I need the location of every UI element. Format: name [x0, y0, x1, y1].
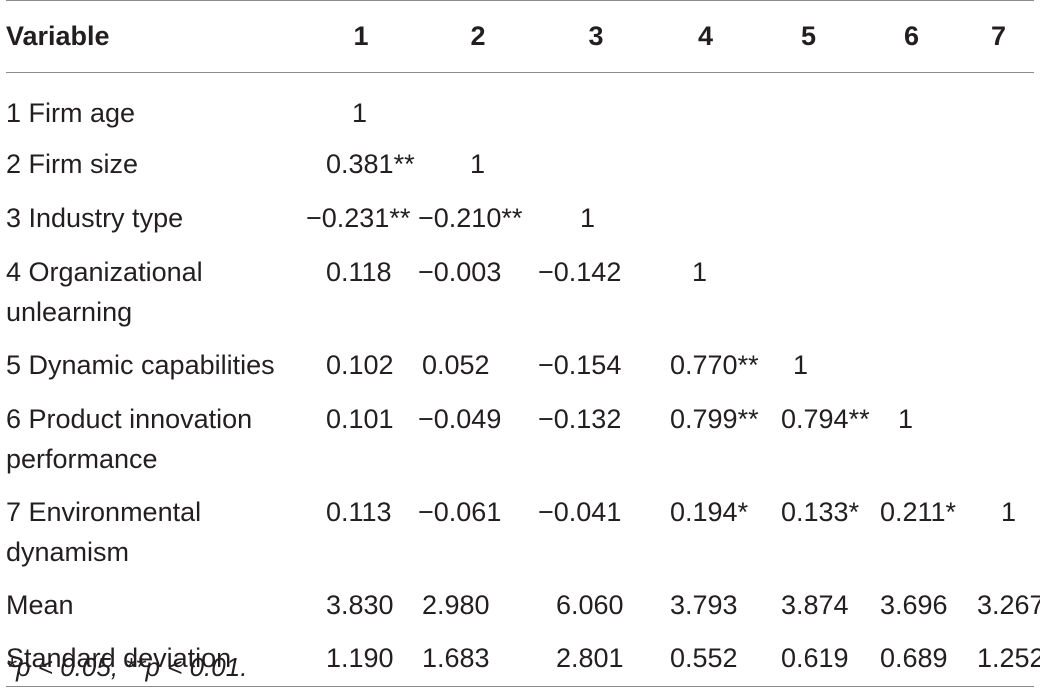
- header-col-1: 1: [353, 21, 369, 51]
- table-cell: 0.619: [781, 643, 849, 673]
- table-cell: 3.874: [781, 590, 849, 620]
- table-cell: −0.132: [538, 404, 622, 434]
- table-cell: [860, 191, 963, 245]
- table-cell: [757, 245, 860, 338]
- table-cell: 0.381**: [326, 149, 415, 179]
- table-cell: 1: [580, 203, 596, 233]
- table-cell: [860, 338, 963, 392]
- correlation-table-container: Variable 1 2 3 4 5 6 7 1 Firm age 1 2 Firm…: [6, 0, 1040, 687]
- table-row: Mean 3.830 2.980 6.060 3.793 3.874 3.696 3.267: [6, 578, 1040, 632]
- row-label: 5 Dynamic capabilities: [6, 350, 275, 380]
- row-label: Standard deviation: [6, 643, 232, 673]
- table-cell: [963, 73, 1034, 138]
- table-cell: 3.830: [326, 590, 394, 620]
- table-cell: [860, 137, 963, 191]
- table-cell: [654, 137, 757, 191]
- header-col-5: 5: [800, 21, 817, 51]
- table-cell: [860, 245, 963, 338]
- correlation-table: Variable 1 2 3 4 5 6 7 1 Firm age 1 2 Firm…: [6, 0, 1040, 687]
- table-cell: [654, 191, 757, 245]
- table-cell: 2.801: [556, 643, 624, 673]
- row-label: 1 Firm age: [6, 98, 136, 128]
- table-cell: 0.118: [326, 257, 392, 287]
- table-body: 1 Firm age 1 2 Firm size 0.381** 1 3 Industry…: [6, 73, 1040, 687]
- table-cell: 2.980: [422, 590, 490, 620]
- table-cell: 0.770**: [670, 350, 759, 380]
- table-row: 6 Product innovation performance 0.101 −0.…: [6, 392, 1034, 485]
- table-cell: [538, 73, 654, 138]
- table-cell: 0.133*: [781, 497, 860, 527]
- table-cell: 1.252: [977, 643, 1040, 673]
- table-cell: 3.793: [670, 590, 738, 620]
- table-cell: −0.210**: [418, 203, 523, 233]
- table-cell: [538, 137, 654, 191]
- table-cell: −0.041: [538, 497, 622, 527]
- table-cell: −0.049: [418, 404, 502, 434]
- table-cell: [757, 191, 860, 245]
- table-cell: 0.101: [326, 404, 394, 434]
- table-cell: 1: [898, 404, 914, 434]
- table-cell: −0.231**: [306, 203, 411, 233]
- table-cell: −0.061: [418, 497, 502, 527]
- table-cell: 3.267: [977, 590, 1040, 620]
- table-cell: [963, 137, 1034, 191]
- table-cell: [963, 245, 1034, 338]
- table-cell: −0.003: [418, 257, 502, 287]
- row-label: 2 Firm size: [6, 149, 139, 179]
- table-cell: 0.102: [326, 350, 394, 380]
- table-cell: 0.211*: [880, 497, 957, 527]
- header-col-6: 6: [903, 21, 920, 51]
- table-cell: −0.154: [538, 350, 622, 380]
- table-cell: −0.142: [538, 257, 622, 287]
- table-cell: 0.799**: [670, 404, 759, 434]
- table-cell: 0.552: [670, 643, 738, 673]
- table-row: 2 Firm size 0.381** 1: [6, 137, 1034, 191]
- header-col-3: 3: [588, 21, 604, 51]
- table-cell: 0.794**: [781, 404, 870, 434]
- row-label: 7 Environmental dynamism: [6, 497, 202, 567]
- table-cell: 1: [470, 149, 486, 179]
- table-footnote: *p < 0.05, **p < 0.01.: [6, 652, 248, 682]
- table-cell: [418, 73, 538, 138]
- table-row: 4 Organizational unlearning 0.118 −0.003 −0…: [6, 245, 1034, 338]
- header-col-2: 2: [470, 21, 486, 51]
- table-cell: 0.113: [326, 497, 392, 527]
- table-cell: [963, 392, 1034, 485]
- row-label: 3 Industry type: [6, 203, 184, 233]
- table-cell: [654, 73, 757, 138]
- table-cell: 1.190: [326, 643, 394, 673]
- table-cell: 0.052: [422, 350, 490, 380]
- table-row: 5 Dynamic capabilities 0.102 0.052 −0.154 0.…: [6, 338, 1034, 392]
- table-cell: 0.194*: [670, 497, 749, 527]
- table-cell: [860, 73, 963, 138]
- table-row: 3 Industry type −0.231** −0.210** 1: [6, 191, 1034, 245]
- table-cell: 0.689: [880, 643, 948, 673]
- table-cell: 1: [692, 257, 708, 287]
- row-label: 6 Product innovation performance: [6, 404, 253, 474]
- row-label: 4 Organizational unlearning: [6, 257, 203, 327]
- table-cell: 1: [1001, 497, 1017, 527]
- table-cell: 6.060: [556, 590, 624, 620]
- header-col-4: 4: [697, 21, 714, 51]
- table-cell: 1: [793, 350, 809, 380]
- row-label: Mean: [6, 590, 74, 620]
- table-cell: 1.683: [422, 643, 490, 673]
- table-row: 7 Environmental dynamism 0.113 −0.061 −0.04…: [6, 485, 1034, 578]
- header-variable: Variable: [6, 21, 110, 51]
- table-cell: [757, 73, 860, 138]
- table-row: 1 Firm age 1: [6, 73, 1034, 138]
- table-cell: [757, 137, 860, 191]
- table-cell: [963, 191, 1034, 245]
- table-cell: 3.696: [880, 590, 948, 620]
- table-cell: [963, 338, 1034, 392]
- table-row: Standard deviation 1.190 1.683 2.801 0.552 0.…: [6, 632, 1040, 687]
- header-col-7: 7: [990, 21, 1007, 51]
- header-row: Variable 1 2 3 4 5 6 7: [6, 0, 1034, 73]
- table-cell: 1: [352, 98, 368, 128]
